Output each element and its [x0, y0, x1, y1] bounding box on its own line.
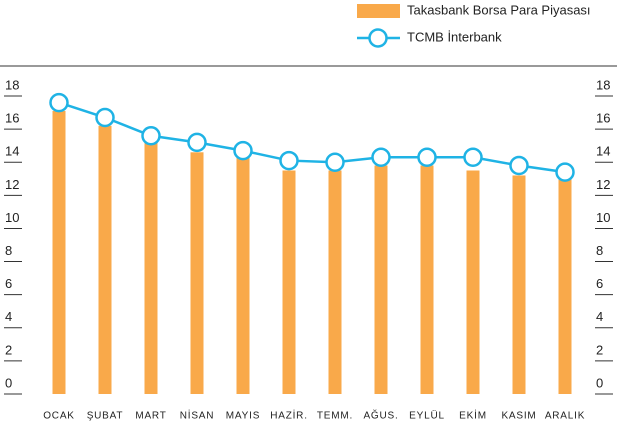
bar: [466, 170, 480, 394]
bar: [98, 125, 112, 395]
y2-tick-label: 4: [596, 309, 603, 324]
line-marker: [187, 132, 207, 153]
y2-tick-label: 8: [596, 243, 603, 258]
x-tick-label: ŞUBAT: [87, 411, 124, 422]
legend-label: Takasbank Borsa Para Piyasası: [407, 2, 591, 17]
y-tick-label: 2: [5, 342, 12, 357]
y-tick-label: 8: [5, 243, 12, 258]
line: [58, 101, 566, 174]
x-tick-label: MART: [135, 411, 166, 422]
y-tick-label: 10: [5, 210, 19, 225]
line-marker: [49, 92, 69, 113]
x-tick-label: AĞUS.: [363, 409, 398, 422]
line-marker: [417, 147, 437, 168]
line-marker: [279, 150, 299, 171]
x-tick-label: EYLÜL: [409, 410, 445, 422]
line-marker: [141, 125, 161, 146]
line-marker: [555, 162, 575, 182]
line-marker: [95, 107, 115, 128]
x-tick-label: OCAK: [43, 411, 75, 422]
x-tick-label: ARALIK: [545, 411, 585, 422]
line-marker: [371, 147, 391, 168]
line-marker: [463, 147, 483, 168]
y2-tick-label: 14: [596, 144, 610, 159]
y2-tick-label: 6: [596, 276, 603, 291]
y-tick-label: 0: [5, 375, 12, 390]
bar: [52, 110, 66, 395]
y-tick-label: 12: [5, 177, 19, 192]
y2-tick-label: 12: [596, 177, 610, 192]
bar: [190, 152, 204, 394]
bar: [328, 170, 342, 394]
legend-swatch: [368, 28, 388, 48]
legend-label: TCMB İnterbank: [407, 29, 502, 44]
bar: [374, 165, 388, 394]
bar: [512, 175, 526, 394]
line-marker: [325, 152, 345, 172]
x-tick-label: MAYIS: [226, 411, 260, 422]
y-tick-label: 14: [5, 144, 19, 159]
line-marker: [509, 155, 529, 176]
y-tick-label: 16: [5, 111, 19, 126]
y-tick-label: 18: [5, 77, 19, 92]
bar: [236, 157, 250, 394]
y2-tick-label: 16: [596, 111, 610, 126]
y-tick-label: 6: [5, 276, 12, 291]
bar: [282, 170, 296, 394]
x-tick-label: HAZİR.: [270, 409, 308, 422]
x-tick-label: NİSAN: [180, 409, 215, 422]
y2-tick-label: 0: [596, 375, 603, 390]
x-tick-label: KASIM: [501, 411, 536, 422]
bar: [144, 142, 158, 394]
y2-tick-label: 2: [596, 342, 603, 357]
x-tick-label: TEMM.: [317, 411, 353, 422]
legend-swatch: [357, 4, 400, 18]
y2-tick-label: 10: [596, 210, 610, 225]
y-tick-label: 4: [5, 309, 12, 324]
x-tick-label: EKİM: [459, 409, 487, 422]
bar: [558, 178, 572, 394]
y2-tick-label: 18: [596, 77, 610, 92]
line-marker: [233, 140, 253, 161]
bar: [420, 165, 434, 394]
